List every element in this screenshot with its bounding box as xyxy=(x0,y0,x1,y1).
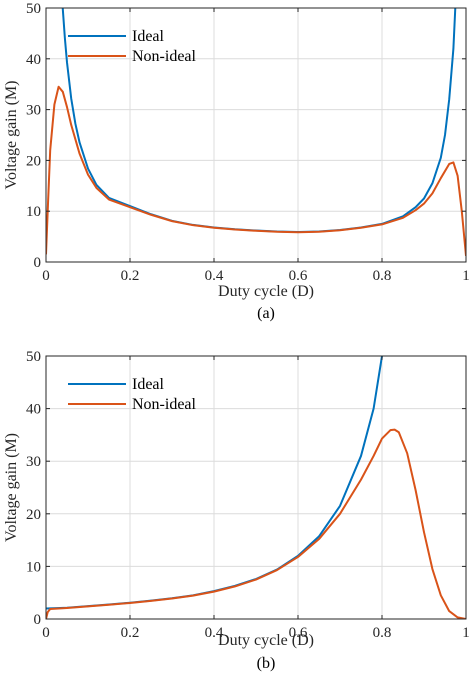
y-axis-label: Voltage gain (M) xyxy=(3,433,20,542)
y-tick-label: 40 xyxy=(26,402,41,418)
x-tick-label: 0 xyxy=(42,625,50,641)
y-tick-label: 30 xyxy=(26,103,41,119)
legend-label-non-ideal: Non-ideal xyxy=(132,396,197,413)
y-tick-label: 20 xyxy=(26,153,41,169)
x-axis-label: Duty cycle (D) xyxy=(218,283,314,300)
x-tick-label: 0.4 xyxy=(205,268,224,284)
series-line-non-ideal xyxy=(46,85,466,256)
x-tick-label: 1 xyxy=(462,625,470,641)
x-tick-label: 0.2 xyxy=(121,268,140,284)
x-tick-label: 1 xyxy=(462,268,470,284)
x-axis-label: Duty cycle (D) xyxy=(218,632,314,649)
y-axis-label: Voltage gain (M) xyxy=(3,80,20,189)
y-tick-label: 50 xyxy=(26,1,41,17)
y-tick-label: 0 xyxy=(34,255,42,271)
plot-frame xyxy=(45,355,467,620)
plot-frame xyxy=(45,7,467,263)
y-tick-label: 50 xyxy=(26,349,41,365)
y-tick-label: 40 xyxy=(26,52,41,68)
x-tick-label: 0.6 xyxy=(289,625,308,641)
x-tick-label: 0.6 xyxy=(289,268,308,284)
x-tick-label: 0.8 xyxy=(373,268,392,284)
panel-caption: (a) xyxy=(257,305,275,322)
y-tick-label: 20 xyxy=(26,507,41,523)
y-tick-label: 30 xyxy=(26,454,41,470)
x-tick-label: 0.8 xyxy=(373,625,392,641)
legend-label-ideal: Ideal xyxy=(132,376,165,393)
x-tick-label: 0 xyxy=(42,268,50,284)
legend-label-ideal: Ideal xyxy=(132,28,165,45)
series-line-non-ideal xyxy=(46,428,466,619)
y-tick-label: 10 xyxy=(26,559,41,575)
series-line-ideal xyxy=(61,8,457,234)
legend-label-non-ideal: Non-ideal xyxy=(132,48,197,65)
y-tick-label: 10 xyxy=(26,204,41,220)
panel-caption: (b) xyxy=(257,655,276,672)
x-tick-label: 0.2 xyxy=(121,625,140,641)
x-tick-label: 0.4 xyxy=(205,625,224,641)
y-tick-label: 0 xyxy=(34,612,42,628)
